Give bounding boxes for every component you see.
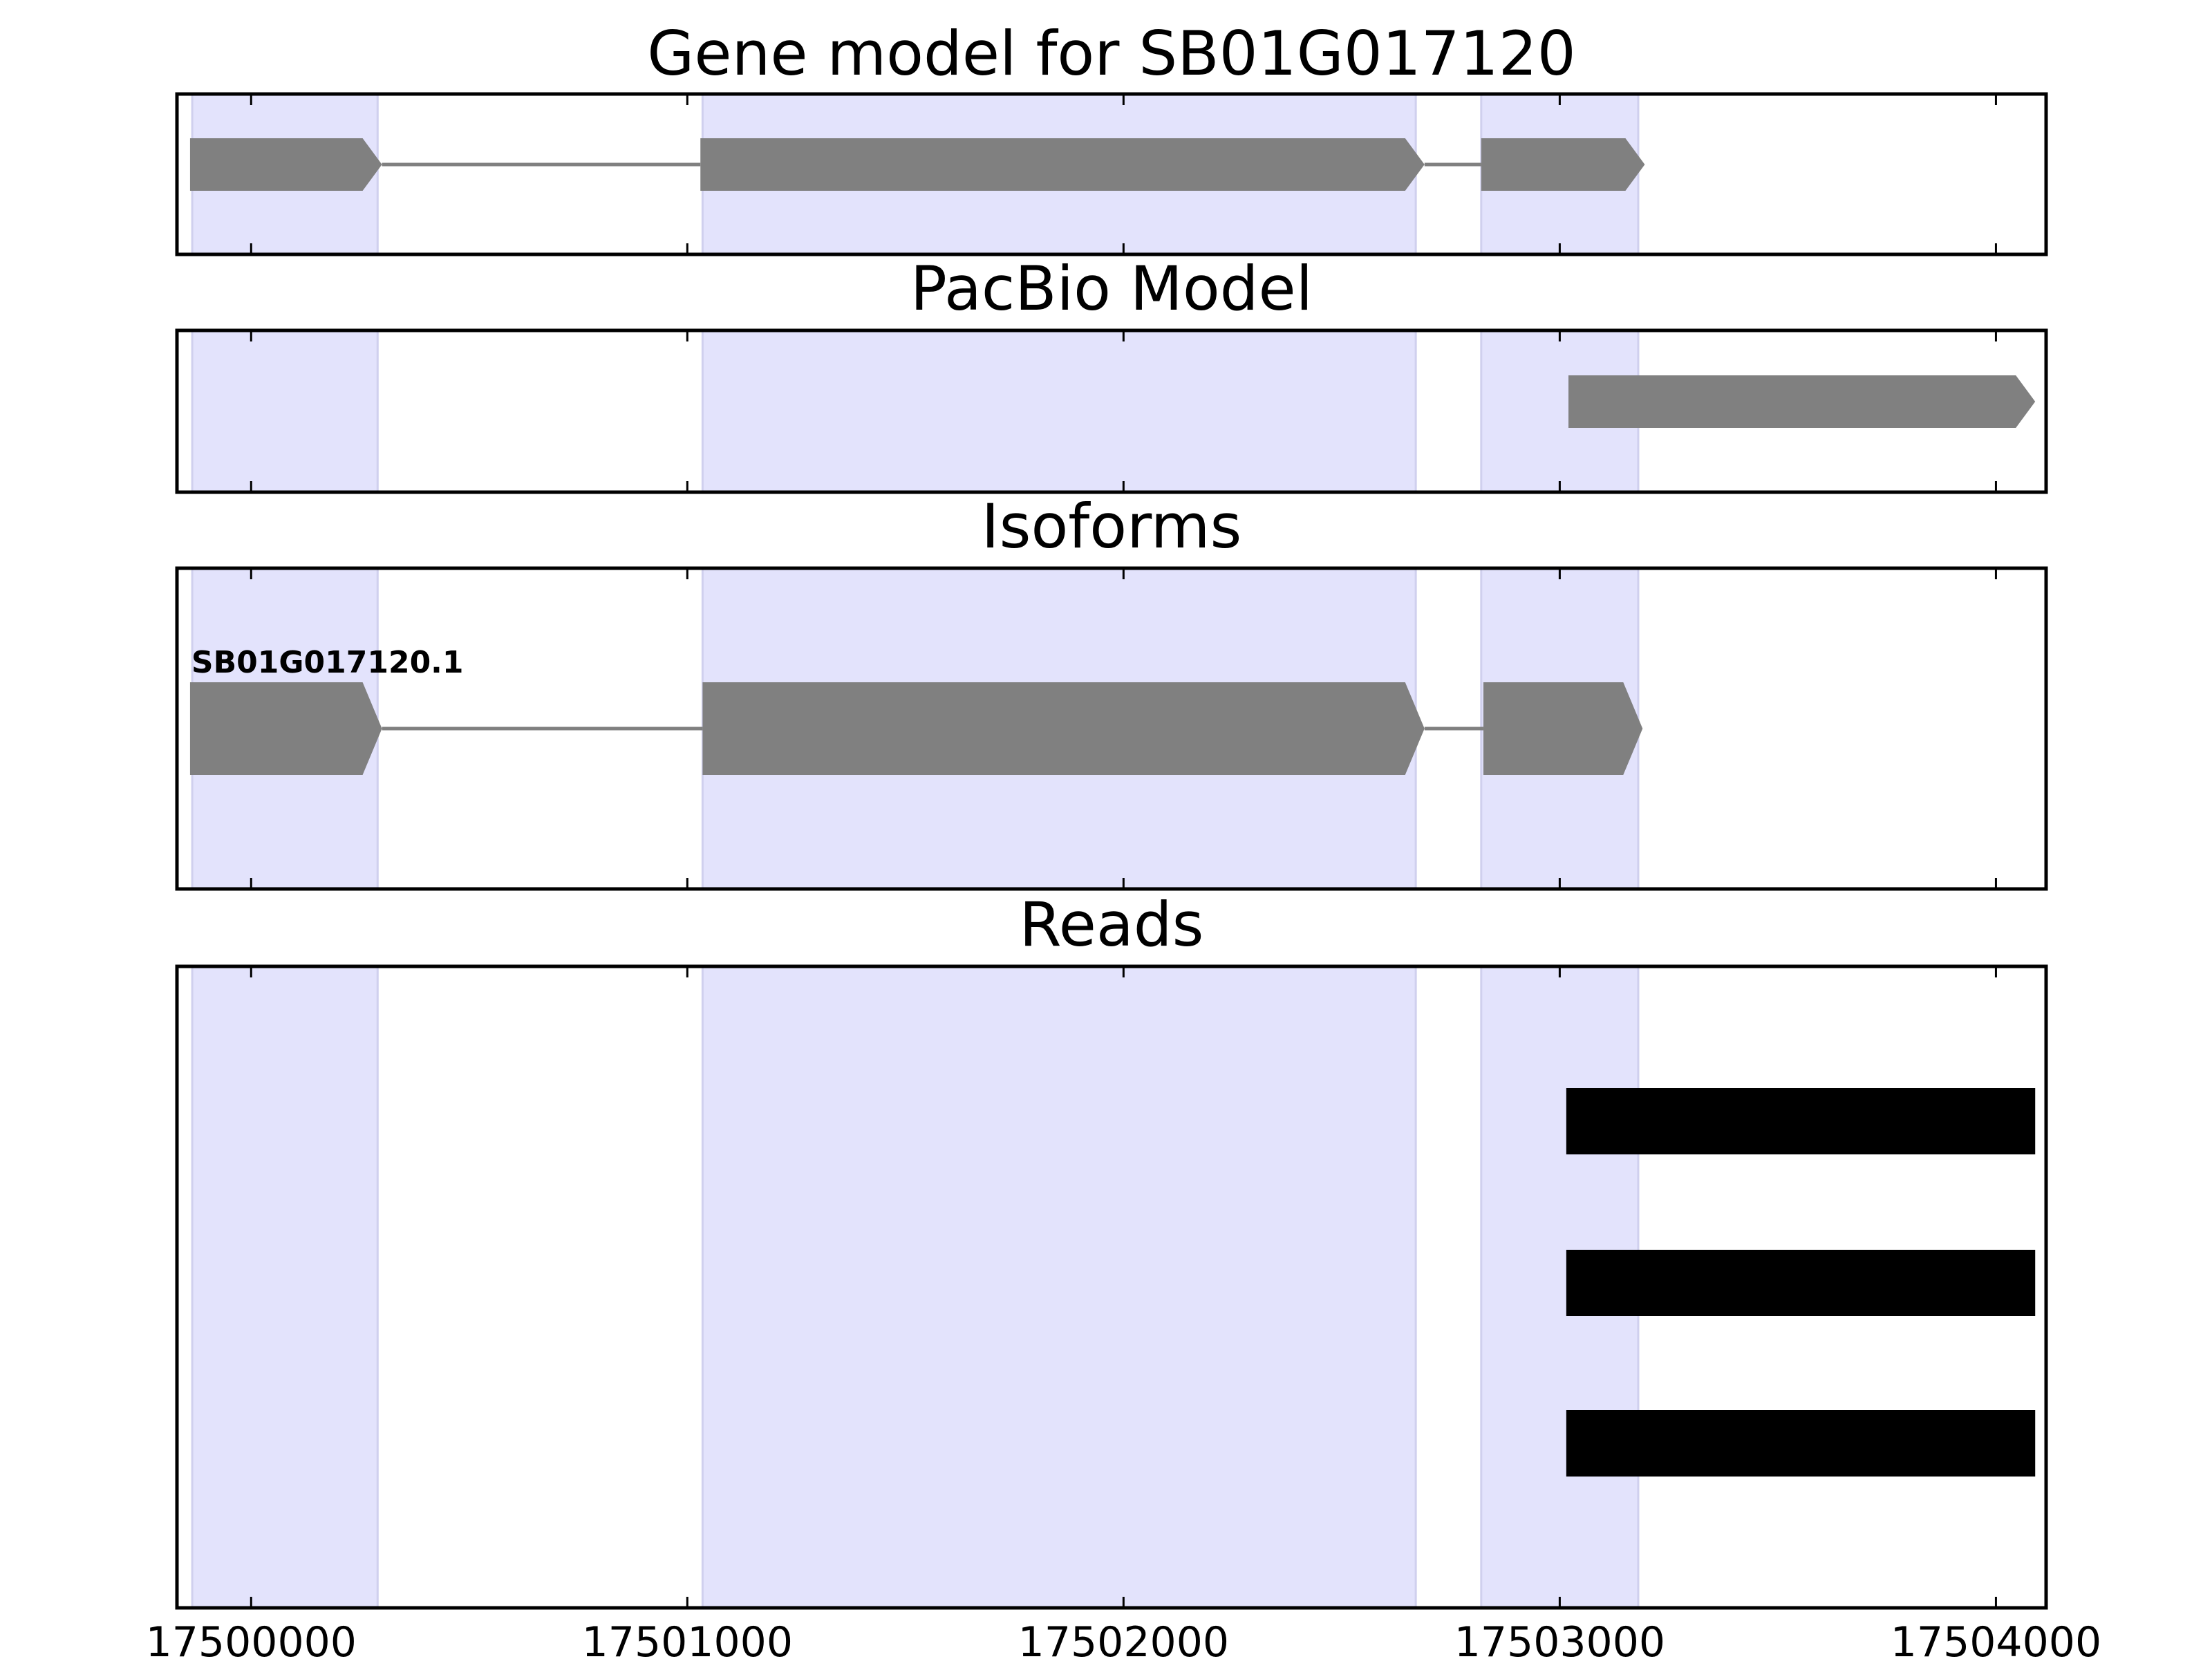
panel-title: Isoforms [982,491,1242,562]
panel-frame [175,328,2048,494]
panel-frame [175,92,2048,256]
exon-block [700,138,1425,191]
x-tick-label: 17502000 [1018,1618,1229,1659]
panel-frame [175,964,2048,1610]
x-axis: 17500000 17501000 17502000 17503000 17504000 [146,1618,2102,1659]
panel-title: PacBio Model [910,253,1313,324]
isoform-label: SB01G017120.1 [191,645,464,680]
exon-highlight-region [191,965,379,1609]
exon-block [702,682,1425,775]
exon-block [1568,375,2036,428]
x-tick-label: 17500000 [146,1618,357,1659]
x-tick-label: 17501000 [582,1618,793,1659]
panels-layer: Gene model for SB01G017120 PacBio Model Is… [175,18,2048,1610]
exon-block [1483,682,1643,775]
exon-block [1481,138,1645,191]
panel-title: Gene model for SB01G017120 [647,18,1576,89]
exon-highlight-region [701,329,1417,494]
exon-block [189,682,382,775]
exon-highlight-region [701,965,1417,1609]
exon-block [189,138,382,191]
panel-2: Isoforms SB01G017120.1 [175,491,2048,891]
read-bar [1566,1088,2036,1154]
x-tick-label: 17504000 [1891,1618,2101,1659]
panel-0: Gene model for SB01G017120 [175,18,2048,256]
panel-title: Reads [1020,889,1204,960]
panel-frame [175,566,2048,891]
panel-3: Reads [175,889,2048,1610]
x-tick-label: 17503000 [1454,1618,1665,1659]
read-bar [1566,1410,2036,1477]
exon-highlight-region [191,329,379,494]
panel-1: PacBio Model [175,253,2048,494]
read-bar [1566,1250,2036,1316]
